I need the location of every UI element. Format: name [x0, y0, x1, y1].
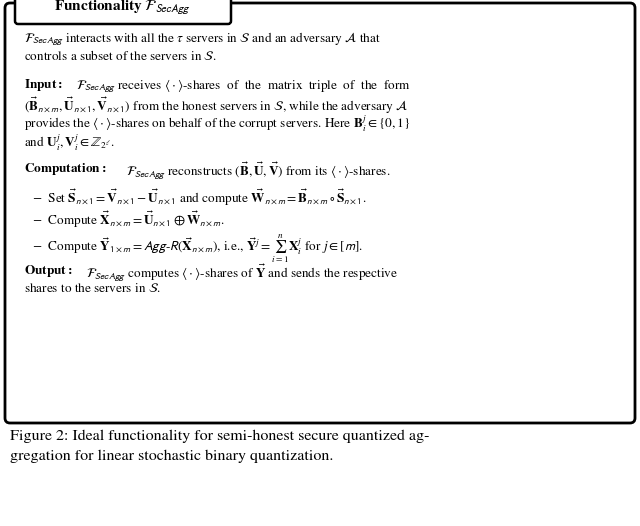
Text: and $\mathbf{U}^j_i, \mathbf{V}^j_i \in \mathbb{Z}_{2^\ell}$.: and $\mathbf{U}^j_i, \mathbf{V}^j_i \in … [24, 133, 115, 153]
Text: gregation for linear stochastic binary quantization.: gregation for linear stochastic binary q… [10, 450, 333, 463]
Text: $-$  Compute $\vec{\mathbf{X}}_{\mathsf{n}\times\mathsf{m}} = \vec{\mathbf{U}}_{: $-$ Compute $\vec{\mathbf{X}}_{\mathsf{n… [32, 210, 225, 230]
Text: $(\vec{\mathbf{B}}_{\mathsf{n}\times\mathsf{m}},\vec{\mathbf{U}}_{\mathsf{n}\tim: $(\vec{\mathbf{B}}_{\mathsf{n}\times\mat… [24, 96, 408, 116]
Text: $\mathbf{Output{:}}$: $\mathbf{Output{:}}$ [24, 263, 72, 279]
Text: $\mathcal{F}_{\mathsf{SecAgg}}$ receives $\langle\cdot\rangle$-shares  of  the  : $\mathcal{F}_{\mathsf{SecAgg}}$ receives… [76, 77, 411, 95]
Text: $\mathcal{F}_{\mathsf{SecAgg}}$ computes $\langle\cdot\rangle$-shares of $\vec{\: $\mathcal{F}_{\mathsf{SecAgg}}$ computes… [86, 263, 398, 284]
Text: $\mathbf{Computation{:}}$: $\mathbf{Computation{:}}$ [24, 161, 106, 177]
Text: Figure 2: Ideal functionality for semi-honest secure quantized ag-: Figure 2: Ideal functionality for semi-h… [10, 430, 429, 443]
FancyBboxPatch shape [15, 0, 231, 24]
Text: $\mathbf{Functionality}\ \mathcal{F}_{\mathsf{SecAgg}}$: $\mathbf{Functionality}\ \mathcal{F}_{\m… [54, 0, 191, 17]
Text: $\mathcal{F}_{\mathsf{SecAgg}}$ reconstructs $(\vec{\mathbf{B}},\vec{\mathbf{U}}: $\mathcal{F}_{\mathsf{SecAgg}}$ reconstr… [126, 161, 390, 182]
Text: $\mathbf{Input{:}}$: $\mathbf{Input{:}}$ [24, 77, 63, 93]
Text: provides the $\langle\cdot\rangle$-shares on behalf of the corrupt servers. Here: provides the $\langle\cdot\rangle$-share… [24, 114, 410, 134]
Text: $\mathcal{F}_{\mathsf{SecAgg}}$ interacts with all the $\tau$ servers in $\mathc: $\mathcal{F}_{\mathsf{SecAgg}}$ interact… [24, 30, 381, 48]
Text: controls a subset of the servers in $\mathcal{S}$.: controls a subset of the servers in $\ma… [24, 48, 217, 63]
Text: shares to the servers in $\mathcal{S}$.: shares to the servers in $\mathcal{S}$. [24, 281, 161, 295]
Text: $-$  Set $\vec{\mathbf{S}}_{\mathsf{n}\times\mathsf{1}} = \vec{\mathbf{V}}_{\mat: $-$ Set $\vec{\mathbf{S}}_{\mathsf{n}\ti… [32, 187, 366, 208]
FancyBboxPatch shape [5, 3, 635, 423]
Text: $-$  Compute $\vec{\mathbf{Y}}_{\mathsf{1}\times\mathsf{m}} = \mathsf{Agg\text{-: $-$ Compute $\vec{\mathbf{Y}}_{\mathsf{1… [32, 232, 363, 265]
